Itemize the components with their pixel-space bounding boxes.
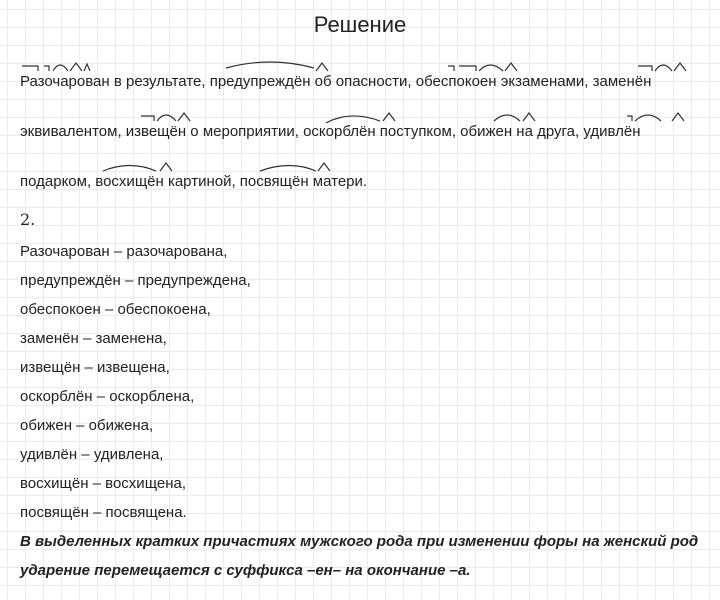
text-line-3: подарком, восхищён картиной, посвящён ма… [20, 173, 368, 190]
conclusion-line-2: ударение перемещается с суффикса –ен– на… [20, 562, 471, 579]
pair-line: удивлён – удивлена, [20, 446, 164, 463]
pair-line: обеспокоен – обеспокоена, [20, 301, 211, 318]
morpheme-marks-obizhen [493, 112, 536, 122]
pair-line: Разочарован – разочарована, [20, 243, 228, 260]
morpheme-marks-obespokoen [448, 62, 518, 72]
pair-line: восхищён – восхищена, [20, 475, 186, 492]
page-title: Решение [313, 12, 407, 37]
conclusion-line-1: В выделенных кратких причастиях мужского… [20, 533, 699, 550]
pair-line: заменён – заменена, [20, 330, 167, 347]
pair-line: обижен – обижена, [20, 417, 154, 434]
morpheme-marks-oskorblen [325, 112, 396, 124]
morpheme-marks-posvyashchen [259, 162, 331, 172]
morpheme-marks-preduprezhden [225, 61, 329, 72]
morpheme-marks-zamenen [638, 62, 687, 72]
morpheme-marks-voskhishchen [102, 162, 173, 172]
morpheme-marks-razocharovan [22, 62, 91, 72]
morpheme-marks-izveshchen [141, 112, 191, 122]
text-line-1: Разочарован в результате, предупреждён о… [20, 73, 652, 90]
pair-line: оскорблён – оскорблена, [20, 388, 195, 405]
pair-line: посвящён – посвящена. [20, 504, 187, 521]
pair-line: предупреждён – предупреждена, [20, 272, 251, 289]
pair-line: извещён – извещена, [20, 359, 170, 376]
section-number: 2. [20, 210, 36, 229]
text-line-2: эквивалентом, извещён о мероприятии, оск… [20, 123, 641, 140]
morpheme-marks-udivlen [627, 112, 685, 122]
